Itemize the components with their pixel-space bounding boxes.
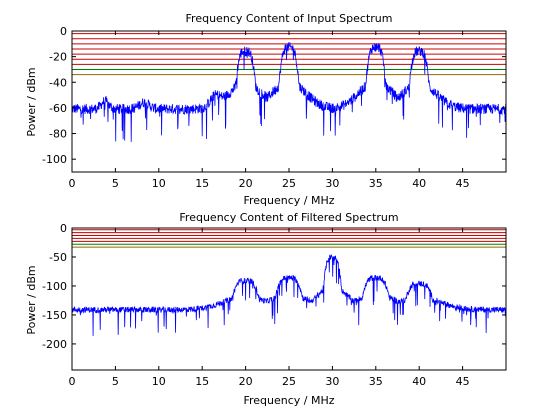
input-spectrum-xlabel: Frequency / MHz (243, 194, 334, 207)
x-tick-label: 0 (69, 177, 76, 190)
y-tick-label: -150 (42, 309, 67, 322)
x-tick-label: 45 (456, 177, 470, 190)
filtered-spectrum-ylabel: Power / dBm (25, 265, 38, 334)
x-tick-label: 20 (239, 375, 253, 388)
filtered-spectrum-title: Frequency Content of Filtered Spectrum (179, 211, 398, 224)
y-tick-label: -40 (49, 76, 67, 89)
y-tick-label: -80 (49, 128, 67, 141)
x-tick-label: 35 (369, 177, 383, 190)
x-tick-label: 25 (282, 177, 296, 190)
y-tick-label: -50 (49, 251, 67, 264)
x-tick-label: 0 (69, 375, 76, 388)
filtered-spectrum-xlabel: Frequency / MHz (243, 394, 334, 407)
x-tick-label: 10 (152, 375, 166, 388)
x-tick-label: 15 (195, 177, 209, 190)
x-tick-label: 25 (282, 375, 296, 388)
x-tick-label: 30 (325, 375, 339, 388)
x-tick-label: 20 (239, 177, 253, 190)
input-spectrum-trace (72, 42, 506, 142)
filtered-spectrum-trace (72, 253, 506, 336)
x-tick-label: 45 (456, 375, 470, 388)
filtered-spectrum-axes: Frequency Content of Filtered Spectrum F… (25, 211, 507, 407)
x-tick-label: 10 (152, 177, 166, 190)
y-tick-label: 0 (60, 25, 67, 38)
y-tick-label: -60 (49, 102, 67, 115)
y-tick-label: -100 (42, 280, 67, 293)
x-tick-label: 40 (412, 375, 426, 388)
x-tick-label: 15 (195, 375, 209, 388)
input-spectrum-title: Frequency Content of Input Spectrum (186, 12, 393, 25)
y-tick-label: -200 (42, 338, 67, 351)
x-tick-label: 40 (412, 177, 426, 190)
y-tick-label: 0 (60, 222, 67, 235)
y-tick-label: -100 (42, 153, 67, 166)
y-tick-label: -20 (49, 51, 67, 64)
input-spectrum-axes: Frequency Content of Input Spectrum Freq… (25, 12, 507, 207)
x-tick-label: 35 (369, 375, 383, 388)
input-spectrum-ylabel: Power / dBm (25, 67, 38, 136)
x-tick-label: 30 (325, 177, 339, 190)
x-tick-label: 5 (112, 375, 119, 388)
x-tick-label: 5 (112, 177, 119, 190)
